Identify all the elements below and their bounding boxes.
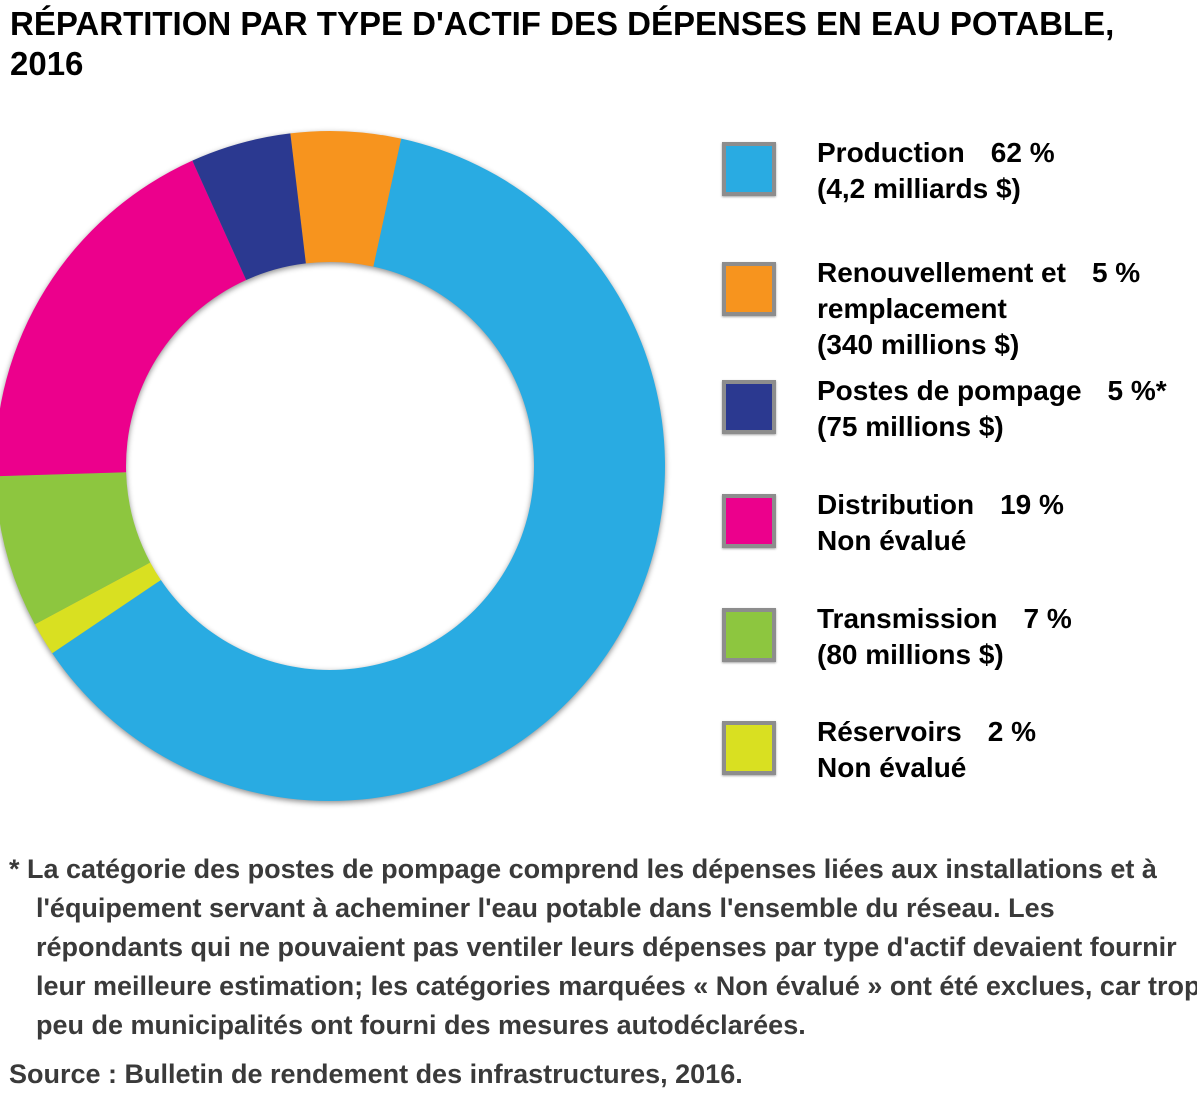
legend-amount: (80 millions $)	[817, 639, 1004, 670]
legend-percent: 7 %	[1023, 603, 1072, 634]
legend-swatch-production	[722, 142, 776, 196]
legend-percent: 5 %	[1091, 257, 1141, 288]
legend-swatch-transmission	[722, 608, 776, 662]
footnote: * La catégorie des postes de pompage com…	[9, 854, 1197, 1040]
legend-label: Réservoirs	[817, 716, 962, 747]
legend-percent: 2 %	[987, 716, 1037, 747]
legend-label: Production	[817, 137, 965, 168]
legend-swatch-renouvellement	[722, 262, 776, 316]
legend-line1: Distribution 19 %	[817, 487, 1064, 523]
legend-item-pompage: Postes de pompage 5 %* (75 millions $)	[722, 375, 1167, 445]
legend-amount: Non évalué	[817, 525, 967, 556]
donut-segment	[0, 472, 151, 625]
donut-svg	[0, 131, 666, 801]
donut-segment	[0, 160, 247, 477]
legend-item-renouvellement: Renouvellement et 5 % remplacement (340 m…	[722, 257, 1140, 363]
donut-segment	[192, 133, 306, 281]
donut-chart	[0, 116, 680, 816]
donut-segment	[34, 562, 161, 654]
legend-line1: Renouvellement et 5 %	[817, 255, 1140, 291]
legend-item-reservoirs: Réservoirs 2 % Non évalué	[722, 716, 1036, 786]
legend-label: Renouvellement et	[817, 257, 1066, 288]
legend-amount: (4,2 milliards $)	[817, 173, 1021, 204]
legend-amount: Non évalué	[817, 752, 967, 783]
legend-item-transmission: Transmission 7 % (80 millions $)	[722, 603, 1072, 673]
donut-segment	[290, 131, 402, 267]
legend-percent: 5 %*	[1107, 375, 1167, 406]
source-line: Source : Bulletin de rendement des infra…	[9, 1059, 743, 1089]
legend-label-line2: remplacement	[817, 293, 1007, 324]
legend-amount: (340 millions $)	[817, 329, 1020, 360]
legend-item-production: Production 62 % (4,2 milliards $)	[722, 137, 1055, 207]
donut-segment	[52, 138, 666, 801]
legend-label: Transmission	[817, 603, 998, 634]
legend-line1: Transmission 7 %	[817, 601, 1072, 637]
legend-line1: Production 62 %	[817, 135, 1055, 171]
legend-swatch-distribution	[722, 494, 776, 548]
legend-percent: 19 %	[1000, 489, 1064, 520]
donut-segments-group	[0, 131, 666, 801]
legend-percent: 62 %	[990, 137, 1055, 168]
legend-line1: Postes de pompage 5 %*	[817, 373, 1167, 409]
legend-label: Postes de pompage	[817, 375, 1082, 406]
legend-line1: Réservoirs 2 %	[817, 714, 1036, 750]
page-title: RÉPARTITION PAR TYPE D'ACTIF DES DÉPENSE…	[10, 5, 1115, 82]
legend-swatch-pompage	[722, 380, 776, 434]
legend-swatch-reservoirs	[722, 721, 776, 775]
legend-amount: (75 millions $)	[817, 411, 1004, 442]
legend-label: Distribution	[817, 489, 975, 520]
legend-item-distribution: Distribution 19 % Non évalué	[722, 489, 1064, 559]
